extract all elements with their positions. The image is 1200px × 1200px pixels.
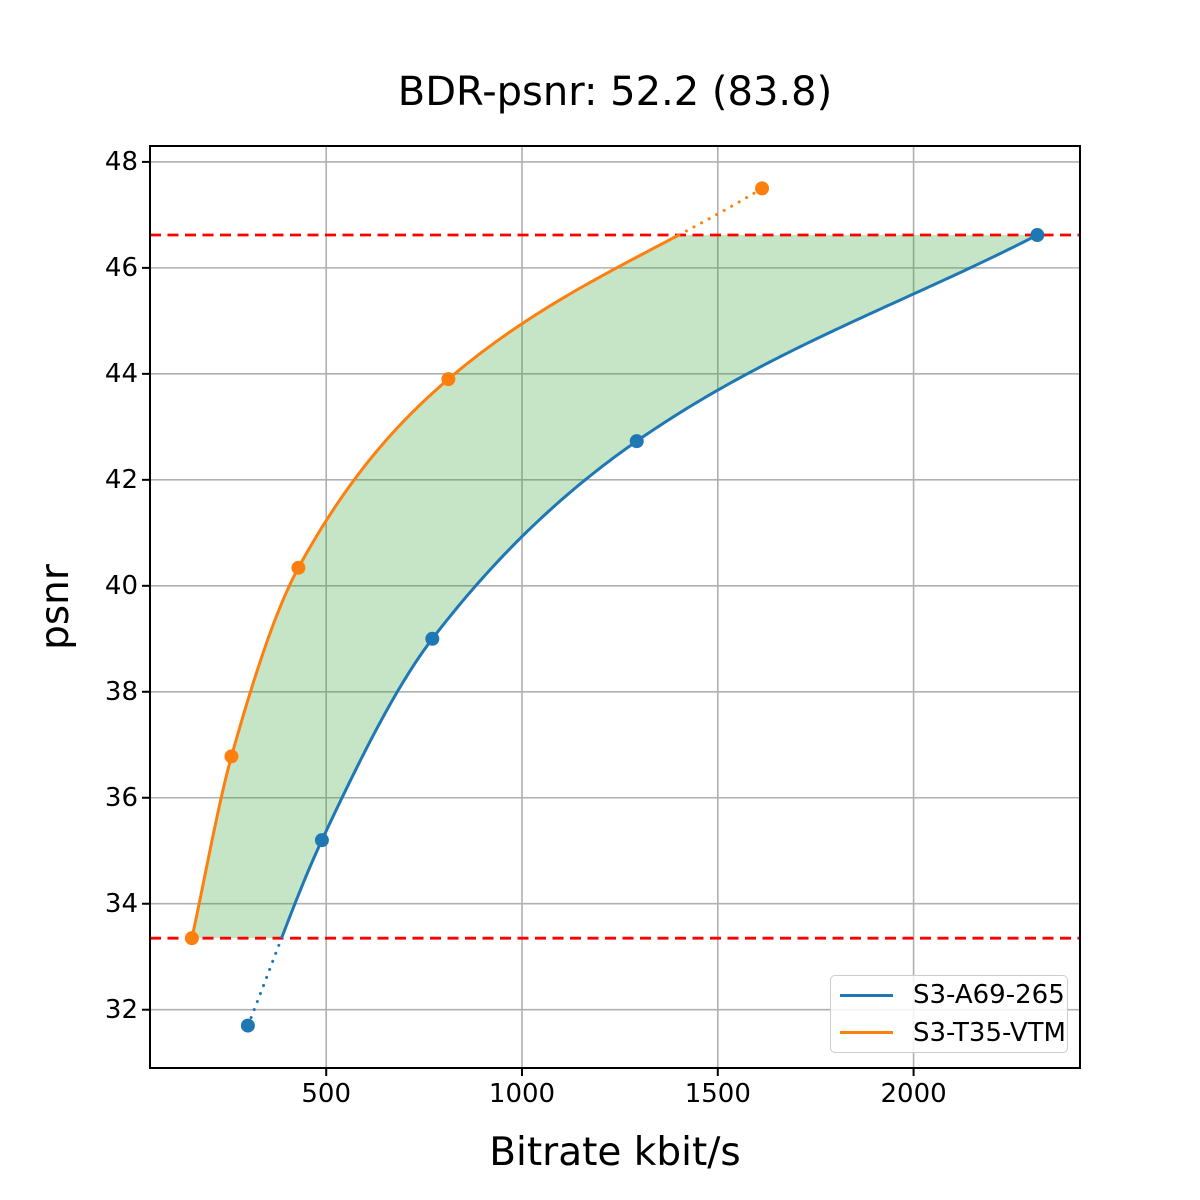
y-tick-label: 48: [104, 146, 138, 177]
y-tick-label: 38: [104, 676, 138, 707]
legend-line-sample: [840, 993, 893, 997]
x-tick-label: 500: [301, 1079, 352, 1109]
x-tick-label: 1500: [684, 1079, 751, 1109]
series1-point: [314, 833, 329, 848]
series1-point: [240, 1018, 255, 1033]
chart-title: BDR-psnr: 52.2 (83.8): [397, 69, 833, 115]
series1-curve-dotted: [246, 936, 284, 1028]
x-tick-label: 2000: [880, 1079, 947, 1109]
y-tick-label: 42: [104, 464, 138, 495]
y-tick-label: 34: [104, 888, 138, 919]
series1-point: [425, 631, 440, 646]
axes-spines: [149, 145, 1081, 1069]
bd-shaded-area: [191, 235, 1038, 939]
legend-entry: S3-A69-265: [831, 977, 1067, 1013]
legend: S3-A69-265 S3-T35-VTM: [830, 975, 1068, 1053]
legend-line-sample: [840, 1031, 893, 1035]
y-tick-label: 32: [104, 994, 138, 1025]
legend-entry: S3-T35-VTM: [831, 1015, 1067, 1051]
x-tick-label: 1000: [488, 1079, 556, 1109]
series2-point: [184, 931, 199, 946]
series1-point: [1030, 228, 1045, 243]
series2-curve: [190, 233, 680, 939]
y-tick-label: 40: [104, 570, 138, 601]
series2-point: [291, 560, 306, 575]
y-tick-label: 44: [104, 358, 138, 389]
series2-curve-dotted: [677, 186, 764, 237]
y-tick-label: 46: [104, 252, 138, 283]
series2-point: [441, 372, 456, 387]
series1-point: [629, 434, 644, 449]
series2-point: [755, 181, 770, 196]
legend-label: S3-A69-265: [913, 980, 1065, 1011]
x-axis-label: Bitrate kbit/s: [489, 1130, 741, 1175]
series2-point: [224, 749, 239, 764]
y-tick-label: 36: [104, 782, 138, 813]
series1-curve: [280, 233, 1039, 939]
legend-label: S3-T35-VTM: [913, 1017, 1066, 1048]
